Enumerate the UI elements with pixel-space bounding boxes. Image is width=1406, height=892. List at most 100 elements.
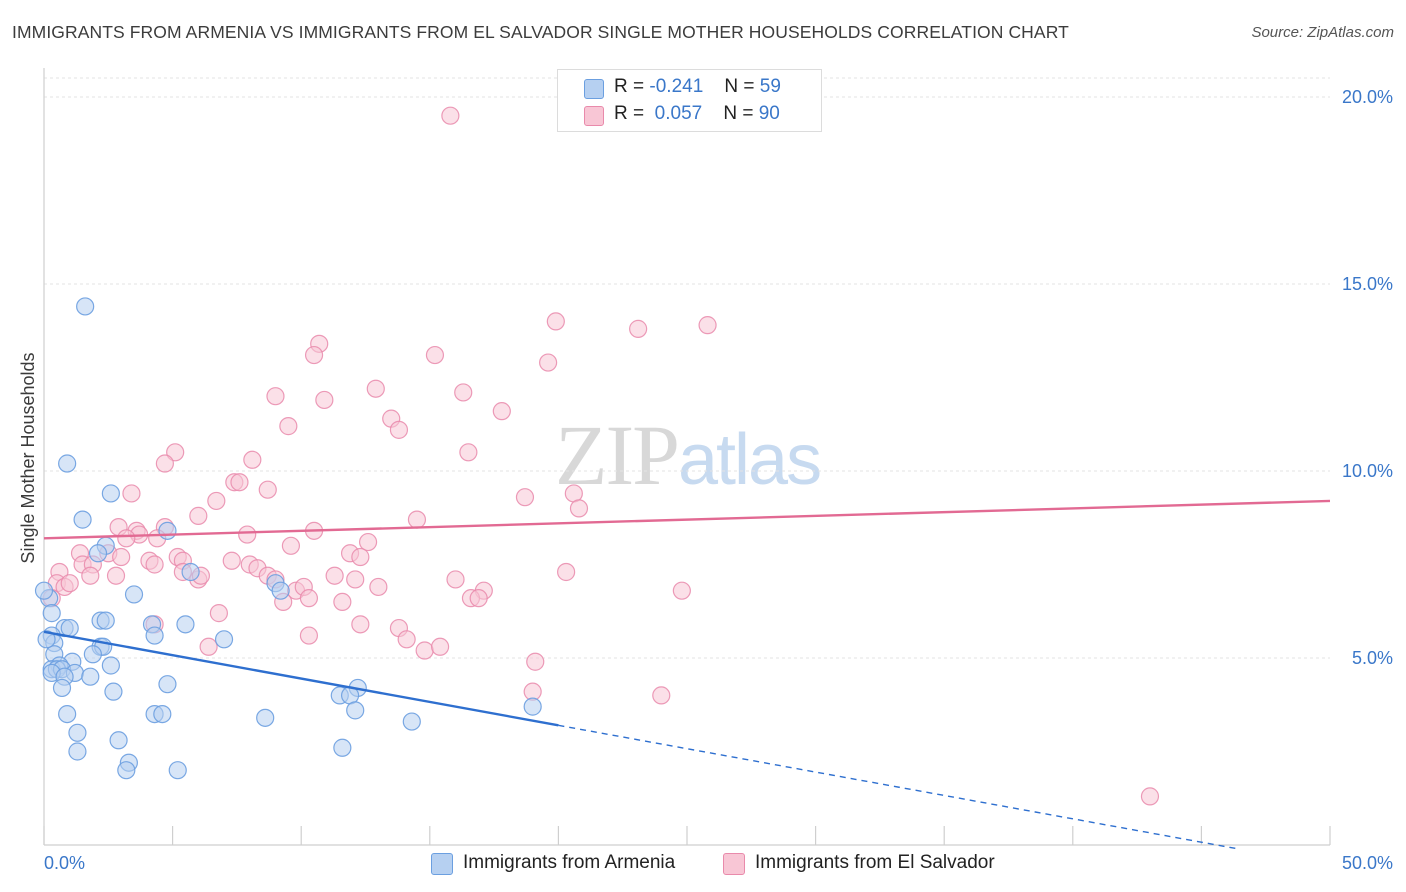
point-armenia bbox=[117, 761, 136, 780]
point-el-salvador bbox=[515, 488, 535, 507]
correlation-legend: R = -0.241 N = 59 R = 0.057 N = 90 bbox=[557, 69, 822, 132]
point-armenia bbox=[37, 630, 56, 649]
point-el-salvador bbox=[117, 529, 136, 548]
point-el-salvador bbox=[366, 379, 385, 398]
point-el-salvador bbox=[299, 626, 319, 645]
point-el-salvador bbox=[315, 390, 334, 410]
point-el-salvador bbox=[238, 525, 257, 544]
point-el-salvador bbox=[346, 570, 365, 589]
point-el-salvador bbox=[230, 473, 249, 492]
point-el-salvador bbox=[397, 630, 416, 649]
point-armenia bbox=[58, 704, 77, 724]
y-tick-label: 5.0% bbox=[1352, 648, 1393, 668]
point-armenia bbox=[76, 297, 95, 316]
point-el-salvador bbox=[266, 387, 285, 406]
point-el-salvador bbox=[106, 566, 126, 585]
legend-n-label: N = bbox=[723, 103, 754, 124]
watermark-atlas: atlas bbox=[678, 420, 822, 500]
source-label: Source: ZipAtlas.com bbox=[1251, 24, 1394, 41]
y-tick-label: 10.0% bbox=[1342, 461, 1393, 481]
point-armenia bbox=[523, 697, 542, 716]
point-el-salvador bbox=[189, 506, 208, 525]
point-armenia bbox=[271, 581, 290, 600]
legend-r-value-el-salvador: 0.057 bbox=[654, 103, 703, 124]
point-armenia bbox=[158, 675, 177, 694]
data-points bbox=[34, 106, 1160, 806]
point-armenia bbox=[81, 667, 100, 686]
point-el-salvador bbox=[199, 637, 218, 656]
legend-r-label: R = bbox=[614, 103, 645, 124]
point-armenia bbox=[52, 678, 72, 698]
point-armenia bbox=[60, 618, 79, 638]
point-el-salvador bbox=[281, 536, 301, 555]
point-armenia bbox=[158, 521, 177, 540]
point-el-salvador bbox=[557, 562, 576, 582]
point-armenia bbox=[145, 626, 164, 645]
point-el-salvador bbox=[389, 420, 409, 439]
point-el-salvador bbox=[279, 417, 298, 436]
point-el-salvador bbox=[526, 652, 545, 671]
point-el-salvador bbox=[81, 566, 100, 585]
point-armenia bbox=[88, 544, 108, 563]
point-armenia bbox=[68, 723, 87, 742]
point-armenia bbox=[101, 484, 120, 503]
point-el-salvador bbox=[258, 480, 277, 499]
point-armenia bbox=[73, 510, 92, 529]
point-armenia bbox=[124, 585, 144, 604]
point-el-salvador bbox=[629, 319, 648, 338]
point-armenia bbox=[333, 738, 352, 757]
point-el-salvador bbox=[333, 592, 352, 612]
point-el-salvador bbox=[243, 450, 262, 469]
point-armenia bbox=[256, 708, 275, 727]
trend-line-armenia-extrapolated bbox=[558, 724, 1241, 850]
point-el-salvador bbox=[304, 345, 324, 365]
point-el-salvador bbox=[546, 312, 565, 331]
legend-n-value-el-salvador: 90 bbox=[758, 103, 780, 124]
point-el-salvador bbox=[122, 484, 141, 503]
point-el-salvador bbox=[492, 402, 511, 421]
point-el-salvador bbox=[351, 547, 370, 567]
point-el-salvador bbox=[166, 443, 185, 462]
point-el-salvador bbox=[299, 589, 319, 608]
point-el-salvador bbox=[459, 443, 478, 462]
axes bbox=[43, 68, 1331, 846]
point-el-salvador bbox=[325, 566, 344, 585]
chart-title: IMMIGRANTS FROM ARMENIA VS IMMIGRANTS FR… bbox=[12, 22, 1069, 42]
point-el-salvador bbox=[441, 106, 460, 125]
point-el-salvador bbox=[145, 555, 164, 574]
point-armenia bbox=[83, 645, 102, 664]
point-armenia bbox=[346, 701, 365, 720]
point-el-salvador bbox=[351, 615, 370, 634]
x-tick-label-max: 50.0% bbox=[1342, 853, 1393, 873]
grid-lines bbox=[44, 77, 1330, 659]
point-el-salvador bbox=[569, 499, 589, 518]
point-armenia bbox=[109, 731, 128, 750]
trend-lines bbox=[43, 499, 1331, 850]
legend-label-armenia: Immigrants from Armenia bbox=[463, 852, 676, 873]
point-el-salvador bbox=[407, 510, 427, 529]
point-el-salvador bbox=[415, 641, 434, 660]
point-armenia bbox=[42, 604, 61, 623]
point-el-salvador bbox=[652, 686, 671, 705]
point-armenia bbox=[153, 704, 172, 724]
legend-r-value-armenia: -0.241 bbox=[649, 76, 704, 97]
point-el-salvador bbox=[1140, 787, 1160, 806]
point-el-salvador bbox=[539, 353, 558, 372]
point-armenia bbox=[402, 712, 421, 731]
point-armenia bbox=[214, 630, 234, 649]
point-el-salvador bbox=[207, 491, 226, 511]
point-el-salvador bbox=[672, 581, 691, 600]
point-el-salvador bbox=[209, 604, 228, 623]
legend-swatch-armenia bbox=[584, 79, 604, 99]
legend-label-el-salvador: Immigrants from El Salvador bbox=[755, 852, 995, 873]
point-el-salvador bbox=[369, 577, 388, 597]
legend-r-label: R = bbox=[614, 76, 645, 97]
point-armenia bbox=[96, 611, 115, 630]
point-el-salvador bbox=[155, 454, 174, 473]
point-el-salvador bbox=[112, 547, 131, 567]
legend-n-label: N = bbox=[724, 76, 755, 97]
legend-n-value-armenia: 59 bbox=[759, 76, 781, 97]
legend-swatch-el-salvador bbox=[584, 106, 604, 126]
point-el-salvador bbox=[358, 532, 378, 552]
